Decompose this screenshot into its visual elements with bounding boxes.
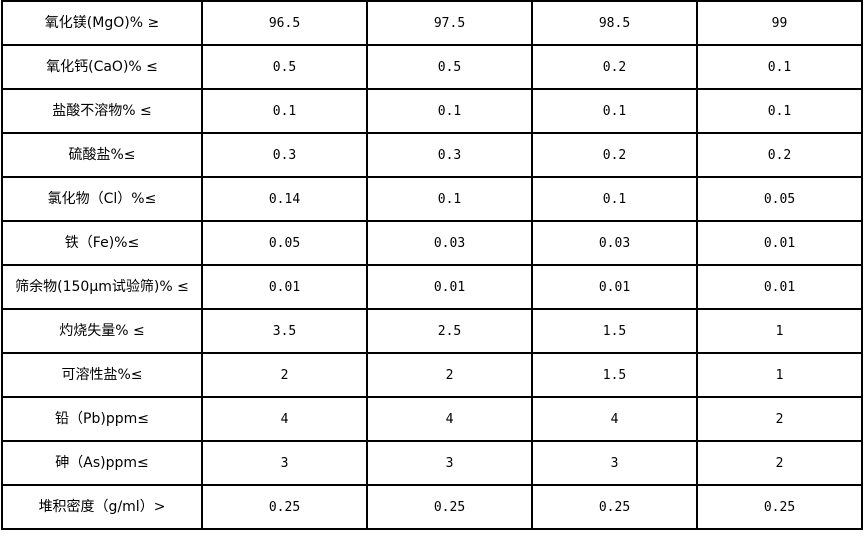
cell-value: 3.5 (201, 308, 368, 354)
row-label: 氧化钙(CaO)% ≤ (1, 44, 203, 90)
cell-value: 0.03 (531, 220, 698, 266)
row-label: 铅（Pb)ppm≤ (1, 396, 203, 442)
table-row: 筛余物(150μm试验筛)% ≤0.01 0.01 0.01 0.01 (1, 264, 863, 310)
table-row: 铅（Pb)ppm≤ 4 4 4 2 (1, 396, 863, 442)
cell-value: 0.01 (696, 220, 863, 266)
cell-value: 0.1 (696, 44, 863, 90)
cell-value: 0.25 (366, 484, 533, 530)
cell-value: 0.5 (201, 44, 368, 90)
cell-value: 1 (696, 352, 863, 398)
cell-value: 0.01 (531, 264, 698, 310)
table-row: 氧化镁(MgO)% ≥96.5 97.5 98.5 99 (1, 0, 863, 46)
cell-value: 0.1 (531, 88, 698, 134)
cell-value: 0.25 (531, 484, 698, 530)
cell-value: 2.5 (366, 308, 533, 354)
row-label: 硫酸盐%≤ (1, 132, 203, 178)
cell-value: 4 (201, 396, 368, 442)
cell-value: 99 (696, 0, 863, 46)
cell-value: 0.5 (366, 44, 533, 90)
cell-value: 0.05 (696, 176, 863, 222)
cell-value: 1 (696, 308, 863, 354)
table-row: 盐酸不溶物% ≤0.1 0.1 0.1 0.1 (1, 88, 863, 134)
cell-value: 0.2 (696, 132, 863, 178)
cell-value: 2 (696, 440, 863, 486)
cell-value: 3 (201, 440, 368, 486)
cell-value: 2 (366, 352, 533, 398)
cell-value: 97.5 (366, 0, 533, 46)
cell-value: 0.01 (696, 264, 863, 310)
cell-value: 4 (531, 396, 698, 442)
row-label: 可溶性盐%≤ (1, 352, 203, 398)
cell-value: 0.1 (201, 88, 368, 134)
cell-value: 0.05 (201, 220, 368, 266)
table-row: 氧化钙(CaO)% ≤0.5 0.5 0.2 0.1 (1, 44, 863, 90)
cell-value: 4 (366, 396, 533, 442)
cell-value: 0.3 (366, 132, 533, 178)
table-row: 灼烧失量% ≤3.5 2.5 1.5 1 (1, 308, 863, 354)
row-label: 堆积密度（g/ml）> (1, 484, 203, 530)
cell-value: 0.03 (366, 220, 533, 266)
cell-value: 0.2 (531, 132, 698, 178)
cell-value: 2 (201, 352, 368, 398)
table-row: 堆积密度（g/ml）> 0.25 0.25 0.25 0.25 (1, 484, 863, 530)
cell-value: 3 (366, 440, 533, 486)
table-row: 硫酸盐%≤ 0.3 0.3 0.2 0.2 (1, 132, 863, 178)
cell-value: 0.1 (531, 176, 698, 222)
table-row: 铁（Fe)%≤ 0.05 0.03 0.03 0.01 (1, 220, 863, 266)
table-row: 氯化物（Cl）%≤ 0.14 0.1 0.1 0.05 (1, 176, 863, 222)
cell-value: 1.5 (531, 352, 698, 398)
row-label: 砷（As)ppm≤ (1, 440, 203, 486)
table-body: 氧化镁(MgO)% ≥96.5 97.5 98.5 99 氧化钙(CaO)% ≤0.5 0… (1, 0, 863, 530)
cell-value: 0.01 (201, 264, 368, 310)
table-row: 砷（As)ppm≤ 3 3 3 2 (1, 440, 863, 486)
row-label: 氧化镁(MgO)% ≥ (1, 0, 203, 46)
cell-value: 0.14 (201, 176, 368, 222)
row-label: 氯化物（Cl）%≤ (1, 176, 203, 222)
cell-value: 0.01 (366, 264, 533, 310)
cell-value: 0.1 (366, 176, 533, 222)
row-label: 铁（Fe)%≤ (1, 220, 203, 266)
row-label: 筛余物(150μm试验筛)% ≤ (1, 264, 203, 310)
cell-value: 0.2 (531, 44, 698, 90)
specification-table: 氧化镁(MgO)% ≥96.5 97.5 98.5 99 氧化钙(CaO)% ≤0.5 0… (1, 0, 863, 530)
cell-value: 0.25 (201, 484, 368, 530)
row-label: 灼烧失量% ≤ (1, 308, 203, 354)
cell-value: 98.5 (531, 0, 698, 46)
cell-value: 3 (531, 440, 698, 486)
cell-value: 0.1 (366, 88, 533, 134)
cell-value: 0.1 (696, 88, 863, 134)
cell-value: 0.3 (201, 132, 368, 178)
cell-value: 96.5 (201, 0, 368, 46)
table-row: 可溶性盐%≤ 2 2 1.5 1 (1, 352, 863, 398)
cell-value: 0.25 (696, 484, 863, 530)
row-label: 盐酸不溶物% ≤ (1, 88, 203, 134)
cell-value: 2 (696, 396, 863, 442)
cell-value: 1.5 (531, 308, 698, 354)
